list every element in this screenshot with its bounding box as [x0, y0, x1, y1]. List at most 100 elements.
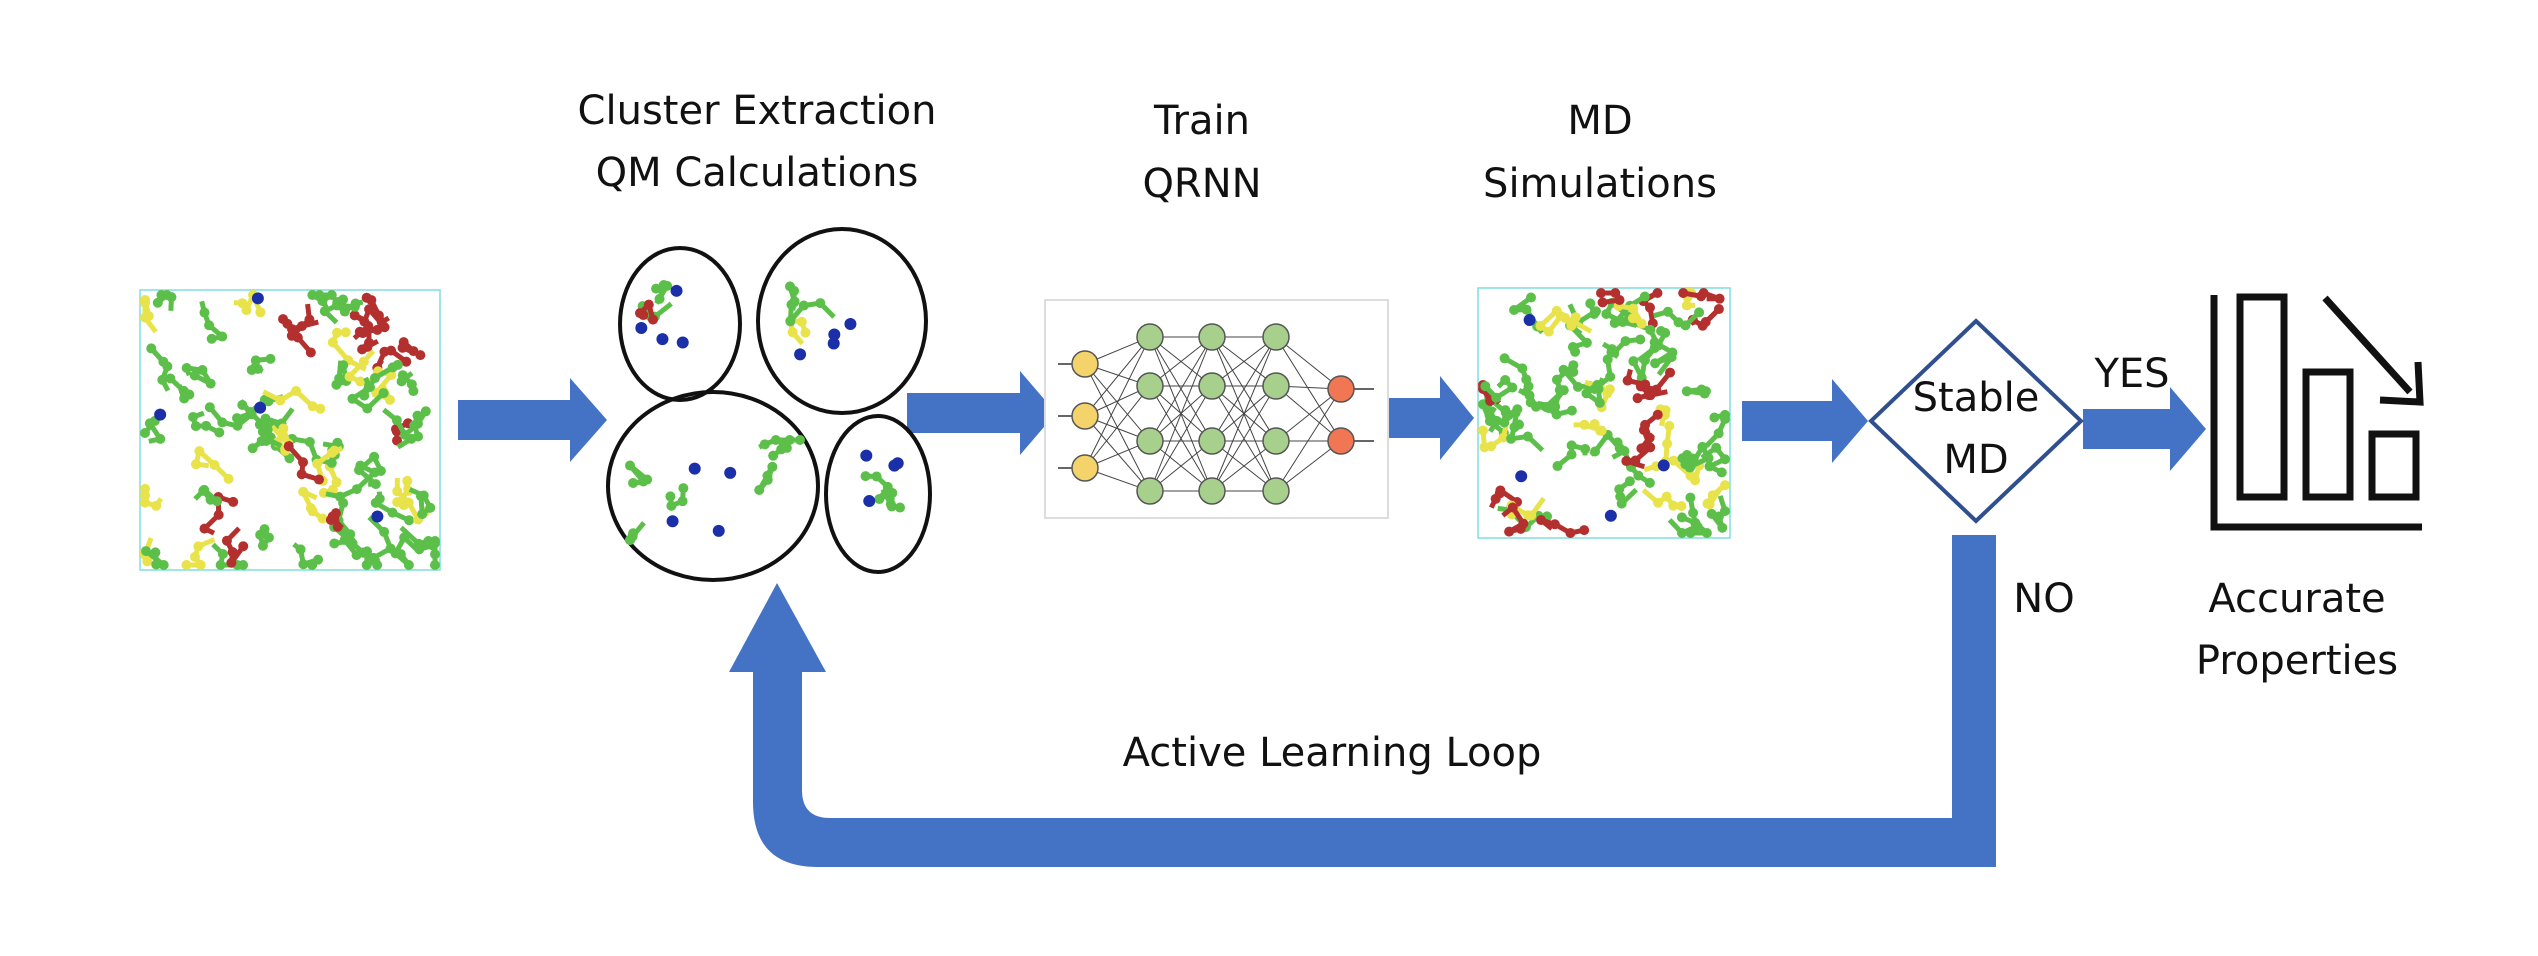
atom	[1628, 356, 1639, 367]
atom	[392, 359, 403, 370]
atom	[204, 402, 215, 413]
atom	[1700, 316, 1711, 327]
edge	[1084, 336, 1151, 417]
atom	[895, 502, 905, 513]
edge	[1149, 336, 1213, 442]
atom	[1523, 314, 1536, 327]
edge	[1211, 336, 1277, 492]
atom	[329, 538, 340, 549]
atom	[154, 408, 167, 421]
atom	[158, 356, 169, 367]
atom	[315, 403, 326, 414]
no-label: NO	[2013, 576, 2074, 622]
atom	[767, 461, 778, 472]
loop-label: Active Learning Loop	[1123, 730, 1542, 776]
atom	[415, 491, 426, 502]
atom	[1685, 492, 1696, 503]
atom	[1478, 425, 1488, 436]
cluster-group	[606, 227, 932, 582]
atom	[307, 560, 318, 570]
atom	[1525, 397, 1536, 408]
atom	[238, 560, 249, 570]
atom	[255, 307, 266, 318]
atom	[189, 370, 200, 381]
atom	[305, 347, 316, 358]
atom	[1668, 455, 1679, 466]
atom	[1503, 410, 1514, 421]
atom	[786, 299, 797, 310]
node	[1262, 427, 1290, 455]
edge	[1275, 336, 1342, 442]
atom	[1566, 405, 1577, 416]
cluster-molecules	[785, 281, 857, 361]
atom	[666, 515, 679, 528]
atom	[1664, 420, 1675, 431]
molecule-box	[139, 289, 441, 571]
node	[1327, 427, 1355, 455]
node	[1071, 454, 1099, 482]
atom	[181, 560, 192, 570]
atom	[795, 435, 805, 445]
cluster-molecules	[625, 435, 805, 545]
result-label: Accurate	[2208, 576, 2385, 622]
atom	[408, 386, 419, 397]
chart-icon	[2210, 293, 2424, 531]
atom	[338, 360, 349, 371]
atom	[724, 466, 737, 479]
atom	[670, 284, 683, 297]
atom	[397, 342, 408, 353]
atom	[401, 356, 412, 367]
node	[1136, 323, 1164, 351]
node	[1262, 372, 1290, 400]
atom	[1676, 512, 1687, 523]
atom	[1515, 523, 1526, 534]
atom	[1665, 367, 1676, 378]
atom	[1716, 467, 1727, 478]
atom	[1678, 288, 1689, 298]
step-title: QRNN	[1142, 161, 1261, 207]
node	[1198, 372, 1226, 400]
node	[1198, 323, 1226, 351]
atom	[332, 437, 343, 448]
atom	[1657, 459, 1670, 472]
atom	[206, 333, 217, 344]
atom	[265, 353, 276, 364]
atom	[1639, 291, 1650, 302]
atom	[1696, 384, 1707, 395]
atom	[1579, 525, 1590, 536]
atom	[688, 462, 701, 475]
atom	[844, 318, 857, 331]
atom	[1513, 419, 1524, 430]
edge	[1275, 385, 1342, 442]
atom	[800, 327, 811, 338]
atom	[282, 318, 293, 329]
decision-diamond	[1868, 318, 2084, 524]
atom	[1612, 437, 1623, 448]
atom	[1570, 312, 1581, 323]
node	[1262, 477, 1290, 505]
atom	[429, 538, 440, 549]
node	[1262, 323, 1290, 351]
atom	[1552, 461, 1563, 472]
atom	[255, 529, 266, 540]
atom	[888, 459, 901, 472]
atom	[232, 413, 243, 424]
atom	[1568, 360, 1579, 371]
molecule-box	[1477, 287, 1731, 539]
step-title: MD	[1567, 98, 1632, 144]
atom	[828, 328, 841, 341]
atom	[1635, 334, 1646, 345]
atom	[1604, 384, 1615, 395]
atom	[355, 460, 366, 471]
cluster-molecules	[635, 280, 689, 349]
atom	[228, 496, 239, 507]
edge	[1084, 385, 1151, 469]
edge	[1149, 336, 1213, 492]
atom	[654, 293, 665, 304]
result-label: Properties	[2196, 638, 2398, 684]
decision-label: Stable	[1913, 375, 2040, 421]
node	[1327, 375, 1355, 403]
atom	[827, 337, 840, 350]
decision-label: MD	[1943, 437, 2008, 483]
